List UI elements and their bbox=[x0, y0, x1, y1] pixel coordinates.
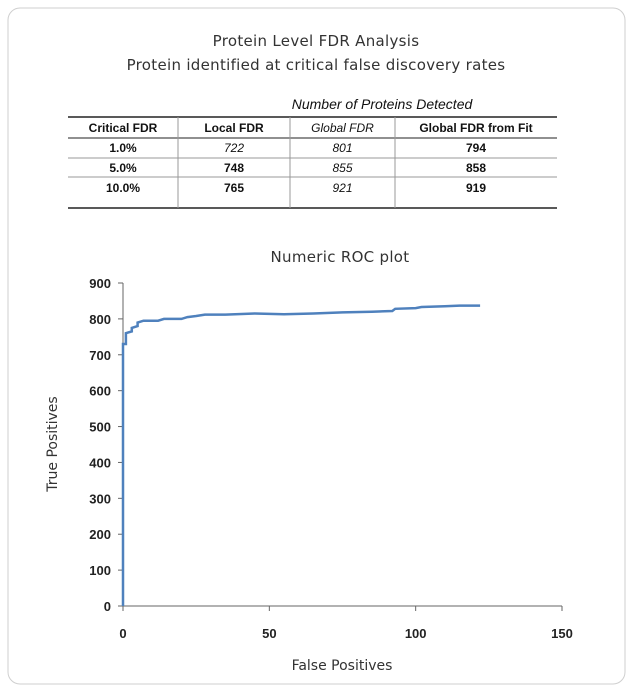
table-cell: 858 bbox=[466, 161, 486, 175]
y-tick-label: 900 bbox=[89, 276, 111, 291]
table-cell: 801 bbox=[332, 141, 352, 155]
column-header: Local FDR bbox=[204, 121, 264, 135]
x-axis-label: False Positives bbox=[292, 658, 393, 674]
y-tick-label: 800 bbox=[89, 312, 111, 327]
x-tick-label: 50 bbox=[262, 626, 276, 641]
table-cell: 10.0% bbox=[106, 181, 140, 195]
table-cell: 921 bbox=[332, 181, 352, 195]
column-header: Global FDR bbox=[311, 121, 374, 135]
group-header: Number of Proteins Detected bbox=[292, 96, 474, 112]
table-cell: 748 bbox=[224, 161, 244, 175]
table-cell: 855 bbox=[332, 161, 352, 175]
table-cell: 794 bbox=[466, 141, 486, 155]
x-tick-label: 150 bbox=[551, 626, 573, 641]
x-tick-label: 100 bbox=[405, 626, 427, 641]
x-tick-label: 0 bbox=[119, 626, 126, 641]
y-tick-label: 700 bbox=[89, 348, 111, 363]
table-cell: 5.0% bbox=[109, 161, 137, 175]
table-cell: 919 bbox=[466, 181, 486, 195]
column-header: Global FDR from Fit bbox=[419, 121, 532, 135]
y-tick-label: 500 bbox=[89, 420, 111, 435]
y-tick-label: 600 bbox=[89, 384, 111, 399]
y-tick-label: 100 bbox=[89, 563, 111, 578]
y-tick-label: 0 bbox=[104, 599, 111, 614]
title: Protein Level FDR Analysis bbox=[213, 32, 420, 50]
y-axis-label: True Positives bbox=[45, 396, 61, 492]
column-header: Critical FDR bbox=[89, 121, 158, 135]
chart-title: Numeric ROC plot bbox=[271, 248, 410, 266]
y-tick-label: 300 bbox=[89, 491, 111, 506]
table-cell: 1.0% bbox=[109, 141, 137, 155]
table-cell: 765 bbox=[224, 181, 244, 195]
y-tick-label: 200 bbox=[89, 527, 111, 542]
table-cell: 722 bbox=[224, 141, 244, 155]
roc-line bbox=[121, 304, 481, 606]
y-tick-label: 400 bbox=[89, 455, 111, 470]
subtitle: Protein identified at critical false dis… bbox=[127, 56, 506, 74]
